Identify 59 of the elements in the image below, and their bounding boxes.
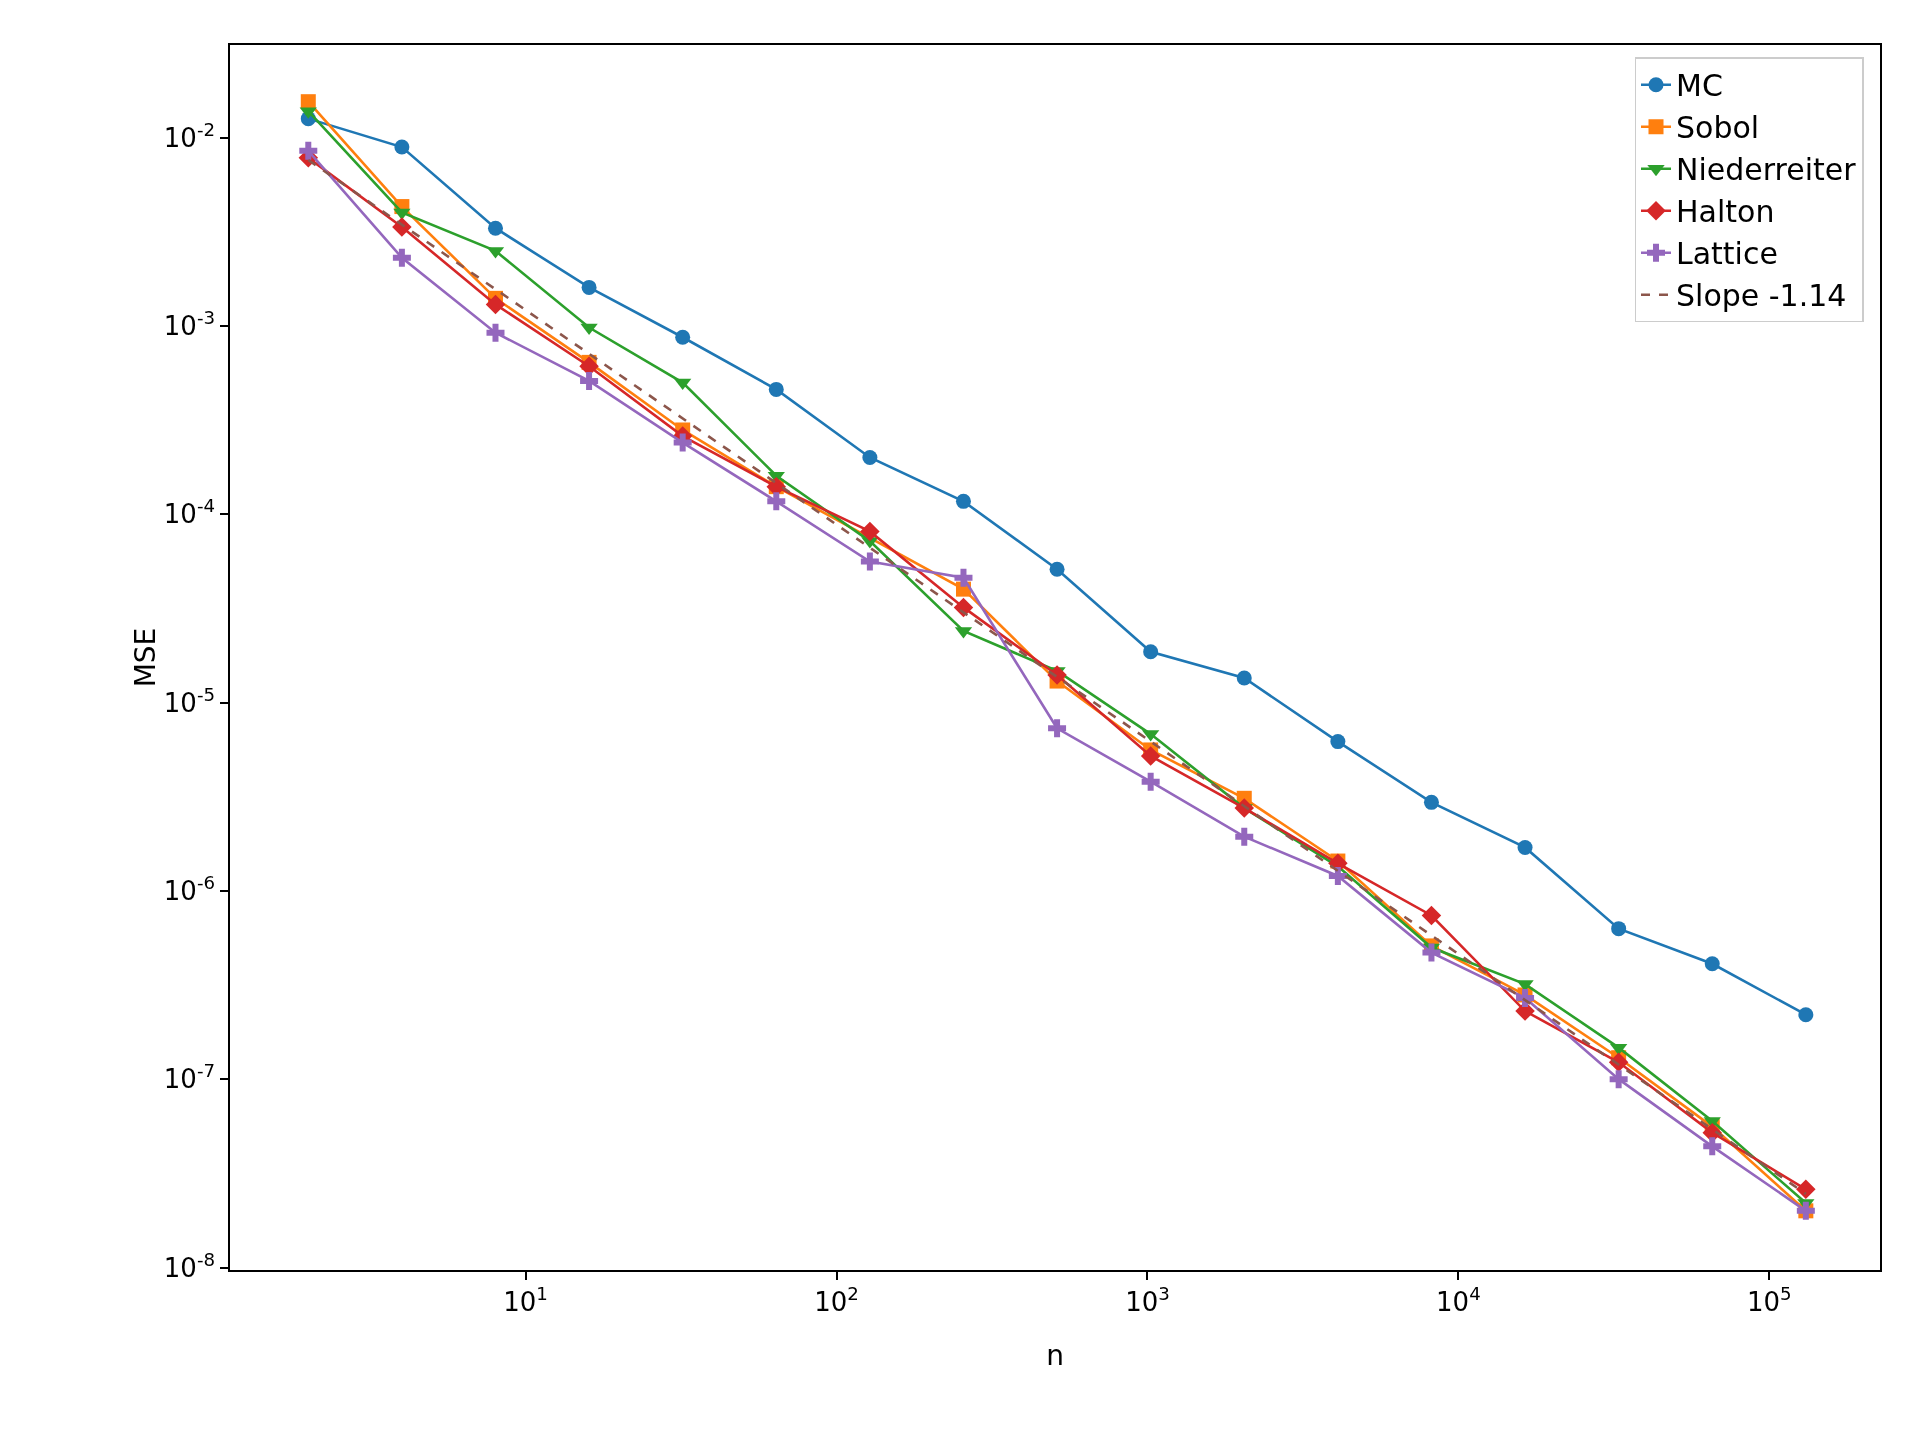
point <box>1798 1007 1814 1023</box>
point <box>862 450 878 465</box>
point <box>1140 746 1161 766</box>
point <box>1703 1137 1722 1156</box>
point <box>1704 956 1720 972</box>
point <box>1049 561 1065 577</box>
legend-label: Slope -1.14 <box>1676 278 1847 314</box>
point <box>1611 921 1627 937</box>
point <box>674 378 692 391</box>
y-tick-label: 10$^{-6}$ <box>163 872 216 906</box>
x-tick-label: 10$^{5}$ <box>1746 1283 1792 1317</box>
point <box>860 521 880 542</box>
point <box>486 323 505 342</box>
x-tick-label: 10$^{1}$ <box>503 1283 548 1317</box>
x-axis-title: n <box>1046 1338 1064 1372</box>
point <box>1517 839 1533 855</box>
legend-label: MC <box>1676 68 1723 104</box>
point <box>1235 827 1254 846</box>
legend-label: Lattice <box>1676 236 1778 272</box>
point <box>485 294 506 315</box>
point <box>1796 1179 1816 1200</box>
x-tick-label: 10$^{4}$ <box>1436 1283 1481 1317</box>
point <box>768 381 784 397</box>
point <box>580 323 598 336</box>
point <box>1422 943 1441 962</box>
x-tick-label: 10$^{2}$ <box>814 1283 859 1317</box>
point <box>581 279 597 295</box>
legend-label: Sobol <box>1676 110 1760 146</box>
point <box>580 371 599 390</box>
point <box>299 141 318 160</box>
point <box>488 220 503 236</box>
legend-label: Niederreiter <box>1676 152 1857 188</box>
point <box>767 492 786 511</box>
point <box>675 329 691 345</box>
point <box>673 433 692 452</box>
x-tick-label: 10$^{3}$ <box>1125 1283 1170 1317</box>
point <box>1516 988 1535 1007</box>
y-tick-label: 10$^{-3}$ <box>163 307 216 341</box>
point <box>860 552 879 571</box>
y-tick-label: 10$^{-5}$ <box>163 683 216 718</box>
y-tick-label: 10$^{-2}$ <box>163 118 216 153</box>
legend-label: Halton <box>1676 194 1775 230</box>
point <box>1328 866 1347 885</box>
point <box>1423 794 1439 810</box>
point <box>1048 719 1067 738</box>
point <box>1236 670 1252 686</box>
point <box>955 493 971 509</box>
y-axis-title: MSE <box>128 627 162 688</box>
point <box>1143 644 1159 660</box>
point <box>1141 772 1160 791</box>
point <box>394 139 410 155</box>
point <box>1421 905 1442 926</box>
y-tick-label: 10$^{-4}$ <box>163 495 216 530</box>
point <box>1330 734 1346 750</box>
y-tick-label: 10$^{-7}$ <box>163 1060 216 1095</box>
y-tick-label: 10$^{-8}$ <box>163 1248 216 1283</box>
point <box>954 568 973 587</box>
point <box>392 248 411 267</box>
point <box>1609 1070 1628 1089</box>
